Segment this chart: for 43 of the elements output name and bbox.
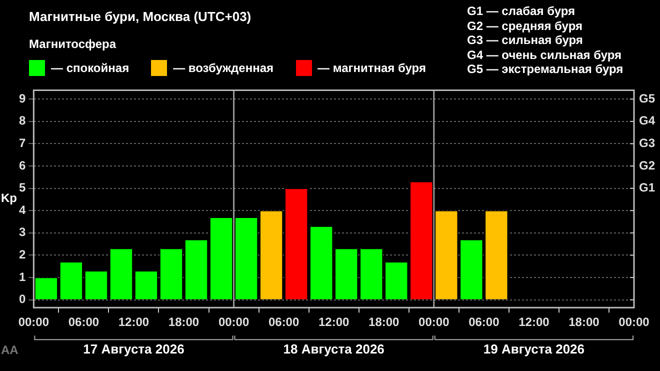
legend-label: — спокойная	[51, 61, 130, 75]
chart-title: Магнитные бури, Москва (UTC+03)	[29, 9, 252, 24]
x-tick-label: 06:00	[468, 315, 500, 330]
text: G5 — экстремальная буря	[467, 62, 624, 76]
y-tick-label: 3	[18, 225, 26, 240]
y-tick-label: 0	[18, 292, 26, 306]
y-tick-label: 9	[18, 91, 26, 106]
y-tick-label: 6	[18, 158, 26, 172]
text: G3	[639, 136, 656, 150]
text: 17 Августа 2026	[83, 342, 184, 357]
legend-label: — магнитная буря	[318, 61, 426, 75]
text: G3 — сильная буря	[467, 33, 584, 48]
legend-title: Магнитосфера	[29, 37, 118, 51]
text: G5	[639, 91, 656, 106]
text: 18 Августа 2026	[283, 342, 384, 357]
x-tick-label: 06:00	[68, 315, 100, 330]
y-tick-label: 8	[18, 114, 26, 128]
x-tick-label: 12:00	[518, 315, 550, 330]
text: 19 Августа 2026	[483, 342, 585, 357]
x-tick-label: 00:00	[618, 315, 650, 330]
x-tick-label: 00:00	[418, 315, 450, 330]
legend-label: — возбужденная	[173, 61, 274, 75]
y-axis-title: Kp	[1, 191, 17, 206]
x-tick-label: 12:00	[318, 315, 350, 330]
y-tick-label: 5	[18, 180, 26, 195]
x-tick-label: 00:00	[18, 315, 50, 330]
y-tick-label: 1	[18, 270, 26, 284]
x-tick-label: 18:00	[168, 315, 200, 330]
y-tick-label: 7	[18, 136, 26, 150]
text: G4 — очень сильная буря	[467, 48, 623, 62]
x-tick-label: 06:00	[268, 315, 300, 330]
x-tick-label: 18:00	[568, 315, 600, 330]
x-tick-label: 00:00	[218, 315, 250, 330]
x-tick-label: 12:00	[118, 315, 150, 330]
text: G4	[639, 114, 656, 128]
x-tick-label: 18:00	[368, 315, 400, 330]
text: G1	[639, 180, 656, 195]
y-tick-label: 2	[18, 248, 26, 262]
text: G1 — слабая буря	[467, 4, 576, 18]
text: G2	[639, 158, 656, 172]
text: G2 — средняя буря	[467, 18, 584, 33]
text: AA	[1, 342, 19, 357]
y-tick-label: 4	[18, 202, 26, 217]
